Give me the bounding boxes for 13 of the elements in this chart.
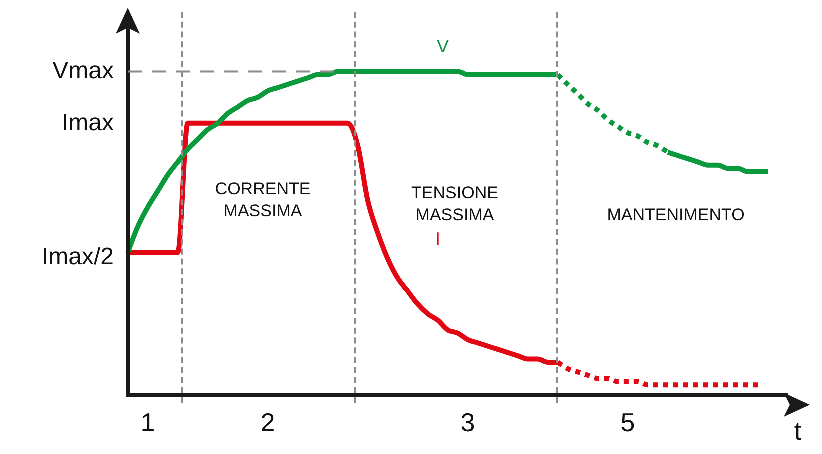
x-tick-label: 1 xyxy=(140,408,156,438)
x-tick-label: 2 xyxy=(260,408,276,438)
x-tick-label: 3 xyxy=(460,408,476,438)
x-tick-label: 5 xyxy=(620,408,636,438)
text: Imax xyxy=(62,110,114,137)
x-axis-title: t xyxy=(794,416,802,446)
series-label: V xyxy=(436,36,450,57)
annotation: MANTENIMENTO xyxy=(607,206,745,225)
annotation: TENSIONE MASSIMA xyxy=(412,184,498,225)
ref-line-label: Vmax xyxy=(52,57,114,84)
text: I xyxy=(435,229,441,250)
text: Imax/2 xyxy=(42,244,114,271)
annotation: CORRENTE MASSIMA xyxy=(215,180,311,221)
